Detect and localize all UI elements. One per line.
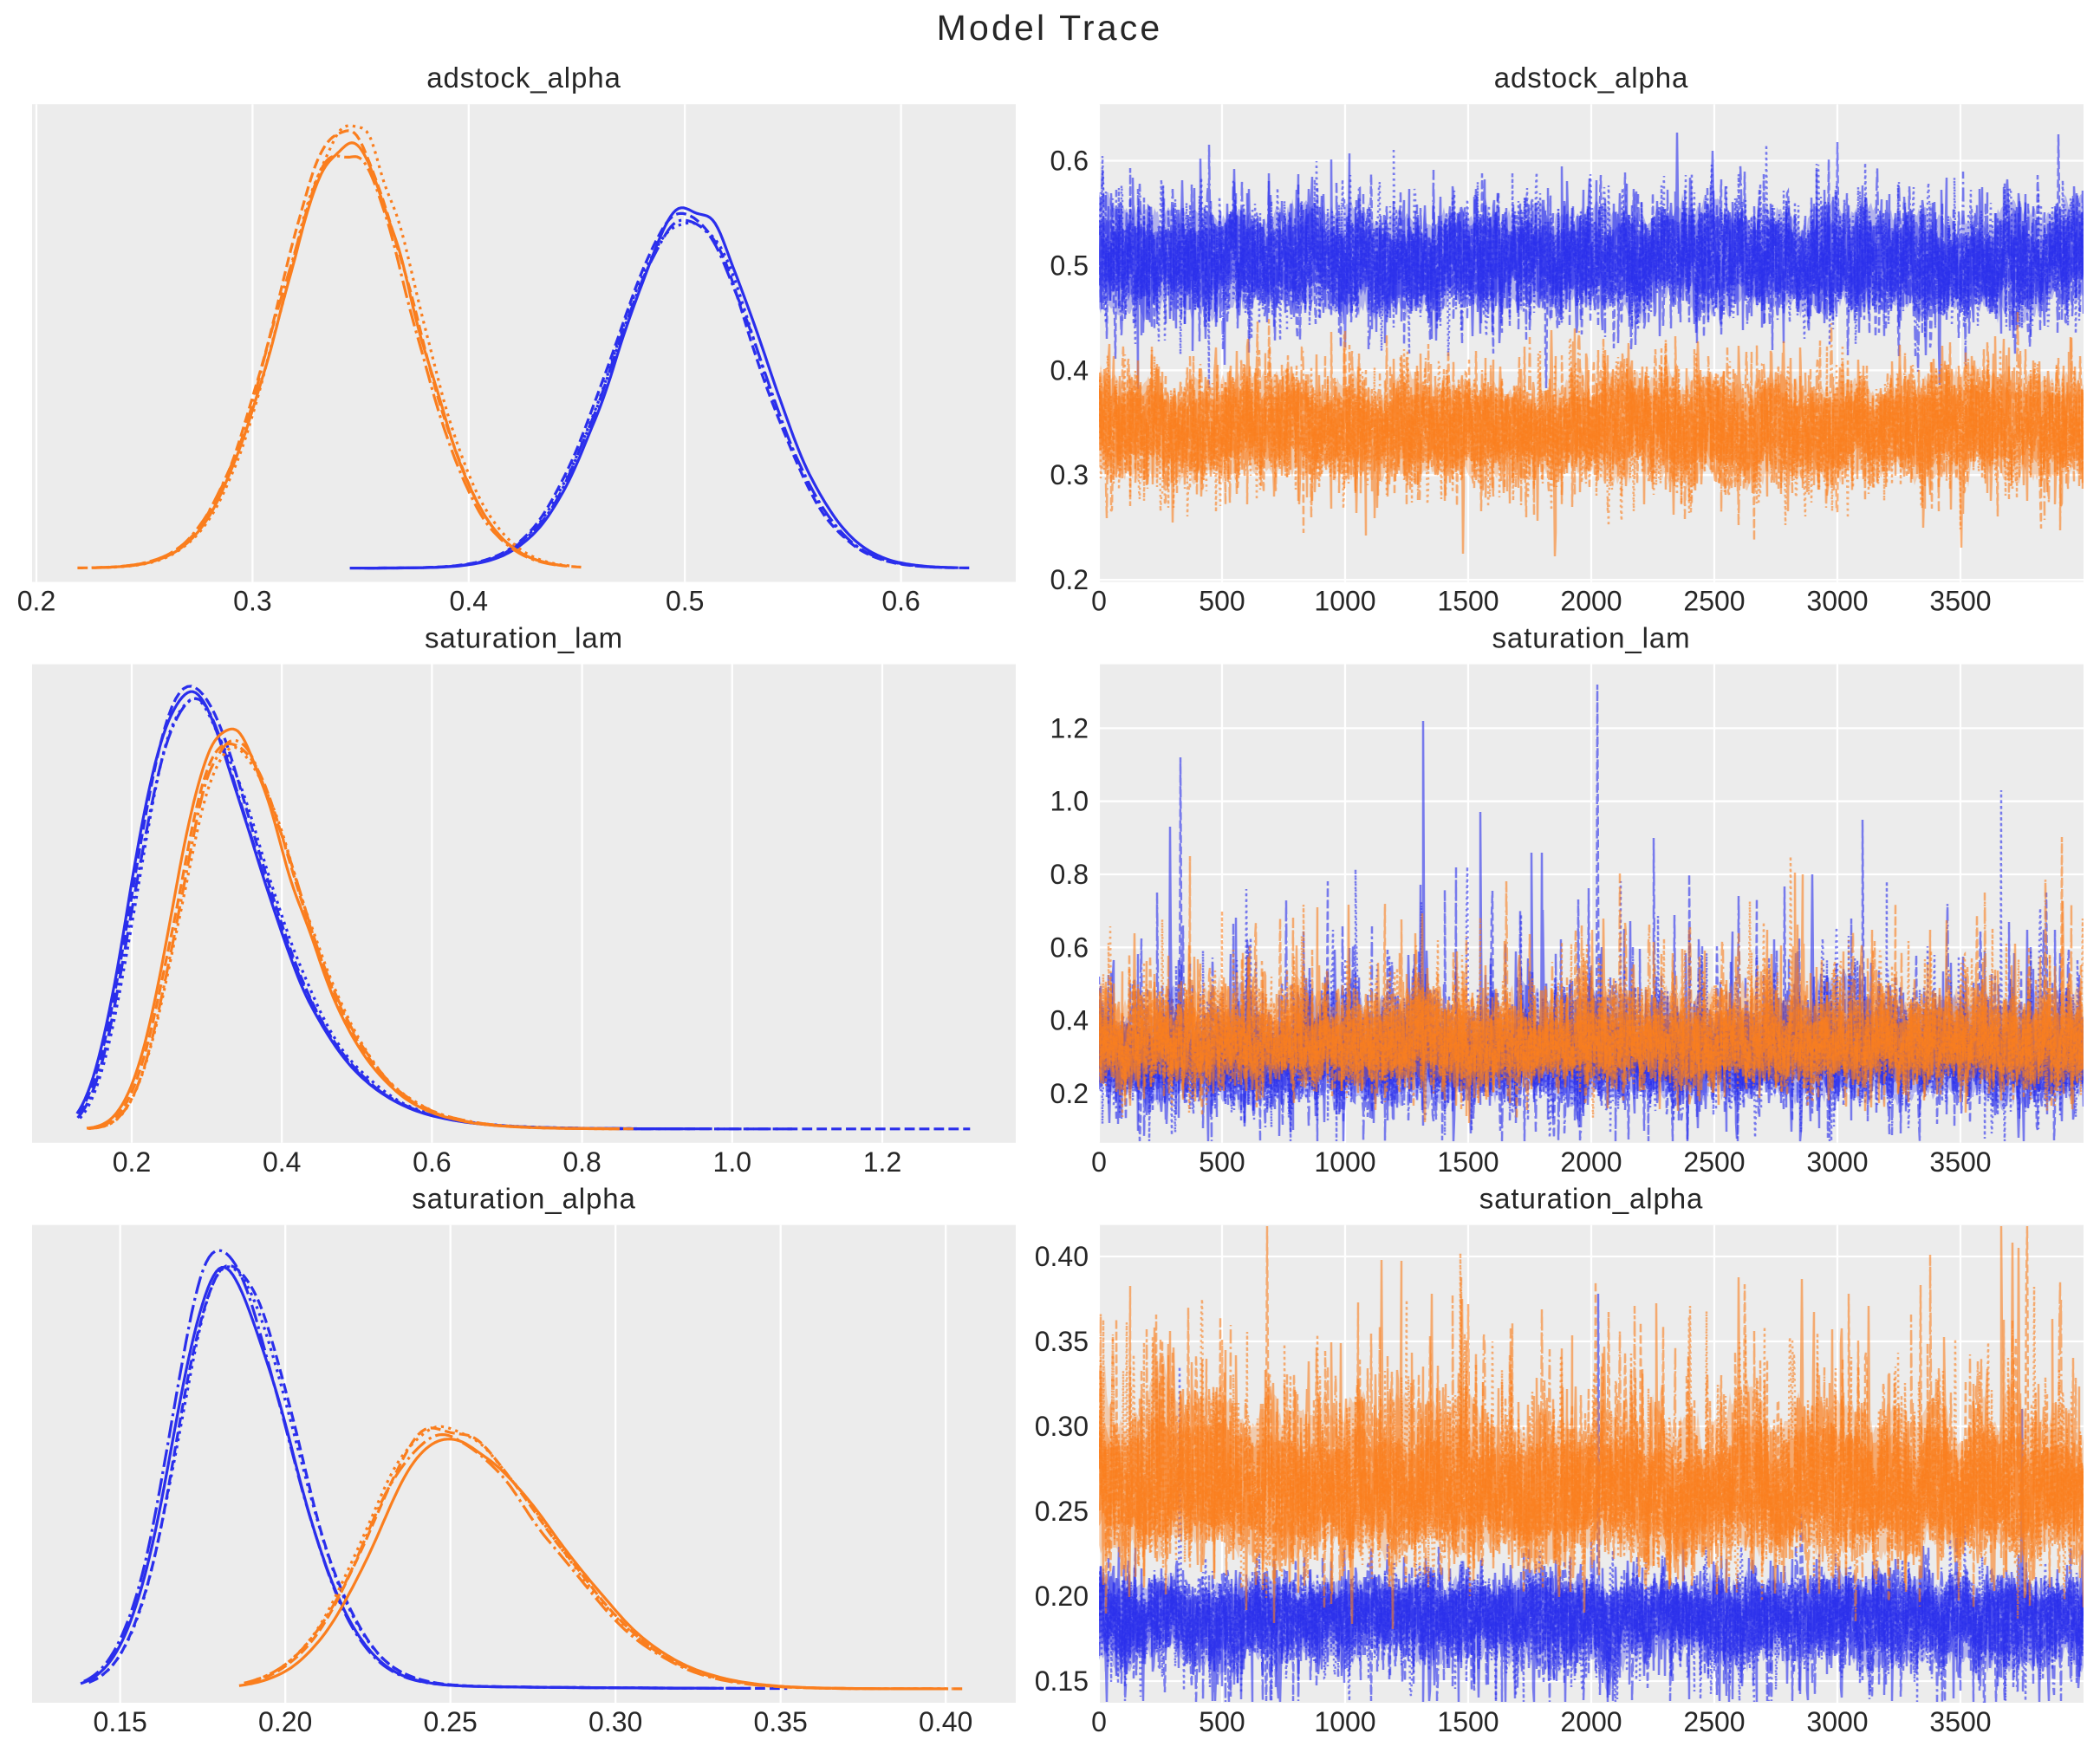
svg-text:0.30: 0.30 — [588, 1706, 642, 1737]
svg-text:0.30: 0.30 — [1035, 1411, 1089, 1442]
svg-text:3500: 3500 — [1929, 1146, 1991, 1178]
svg-text:saturation_lam: saturation_lam — [425, 622, 623, 654]
svg-text:2000: 2000 — [1560, 586, 1622, 617]
svg-text:saturation_lam: saturation_lam — [1492, 622, 1690, 654]
svg-text:0.3: 0.3 — [1050, 459, 1089, 490]
svg-text:0.20: 0.20 — [1035, 1581, 1089, 1612]
svg-text:1.0: 1.0 — [1050, 786, 1089, 817]
svg-text:1000: 1000 — [1314, 1706, 1375, 1737]
svg-text:saturation_alpha: saturation_alpha — [412, 1183, 635, 1215]
svg-text:3500: 3500 — [1929, 586, 1991, 617]
svg-text:1500: 1500 — [1437, 586, 1499, 617]
svg-text:0.4: 0.4 — [1050, 1005, 1089, 1036]
svg-text:0.8: 0.8 — [562, 1146, 601, 1178]
svg-text:0.3: 0.3 — [233, 586, 271, 617]
svg-text:0.4: 0.4 — [450, 586, 488, 617]
svg-text:1000: 1000 — [1314, 1146, 1375, 1178]
svg-text:0.6: 0.6 — [413, 1146, 451, 1178]
svg-text:0.6: 0.6 — [881, 586, 920, 617]
svg-text:0.40: 0.40 — [919, 1706, 972, 1737]
svg-text:saturation_alpha: saturation_alpha — [1479, 1183, 1703, 1215]
svg-text:3000: 3000 — [1806, 1706, 1868, 1737]
svg-text:0.4: 0.4 — [263, 1146, 301, 1178]
svg-text:0.4: 0.4 — [1050, 354, 1089, 386]
svg-text:500: 500 — [1199, 586, 1245, 617]
svg-text:0.35: 0.35 — [754, 1706, 808, 1737]
svg-text:adstock_alpha: adstock_alpha — [426, 62, 621, 94]
svg-text:3000: 3000 — [1806, 1146, 1868, 1178]
svg-text:0.2: 0.2 — [113, 1146, 151, 1178]
svg-text:0: 0 — [1091, 1706, 1107, 1737]
svg-text:0.40: 0.40 — [1035, 1241, 1089, 1272]
svg-text:0.6: 0.6 — [1050, 146, 1089, 177]
svg-text:0: 0 — [1091, 1146, 1107, 1178]
svg-text:0.15: 0.15 — [1035, 1665, 1089, 1697]
svg-text:0.2: 0.2 — [1050, 564, 1089, 595]
svg-text:2500: 2500 — [1683, 1706, 1745, 1737]
svg-text:500: 500 — [1199, 1706, 1245, 1737]
svg-text:1500: 1500 — [1437, 1146, 1499, 1178]
svg-text:1.2: 1.2 — [863, 1146, 901, 1178]
svg-text:0.5: 0.5 — [666, 586, 704, 617]
svg-text:0.2: 0.2 — [17, 586, 55, 617]
svg-text:0.35: 0.35 — [1035, 1326, 1089, 1357]
svg-text:1000: 1000 — [1314, 586, 1375, 617]
svg-text:1.2: 1.2 — [1050, 712, 1089, 743]
svg-text:0.15: 0.15 — [94, 1706, 147, 1737]
svg-text:0.20: 0.20 — [258, 1706, 312, 1737]
svg-text:2500: 2500 — [1683, 1146, 1745, 1178]
svg-text:3000: 3000 — [1806, 586, 1868, 617]
svg-text:adstock_alpha: adstock_alpha — [1494, 62, 1689, 94]
svg-text:0.5: 0.5 — [1050, 250, 1089, 281]
svg-text:0.2: 0.2 — [1050, 1078, 1089, 1109]
svg-text:3500: 3500 — [1929, 1706, 1991, 1737]
svg-text:0.8: 0.8 — [1050, 859, 1089, 890]
svg-text:2000: 2000 — [1560, 1146, 1622, 1178]
svg-text:0.25: 0.25 — [424, 1706, 478, 1737]
svg-text:1500: 1500 — [1437, 1706, 1499, 1737]
svg-text:1.0: 1.0 — [713, 1146, 751, 1178]
svg-text:Model Trace: Model Trace — [937, 8, 1163, 48]
svg-text:0: 0 — [1091, 586, 1107, 617]
svg-text:500: 500 — [1199, 1146, 1245, 1178]
svg-text:2000: 2000 — [1560, 1706, 1622, 1737]
svg-text:0.6: 0.6 — [1050, 932, 1089, 963]
svg-text:2500: 2500 — [1683, 586, 1745, 617]
svg-text:0.25: 0.25 — [1035, 1496, 1089, 1527]
